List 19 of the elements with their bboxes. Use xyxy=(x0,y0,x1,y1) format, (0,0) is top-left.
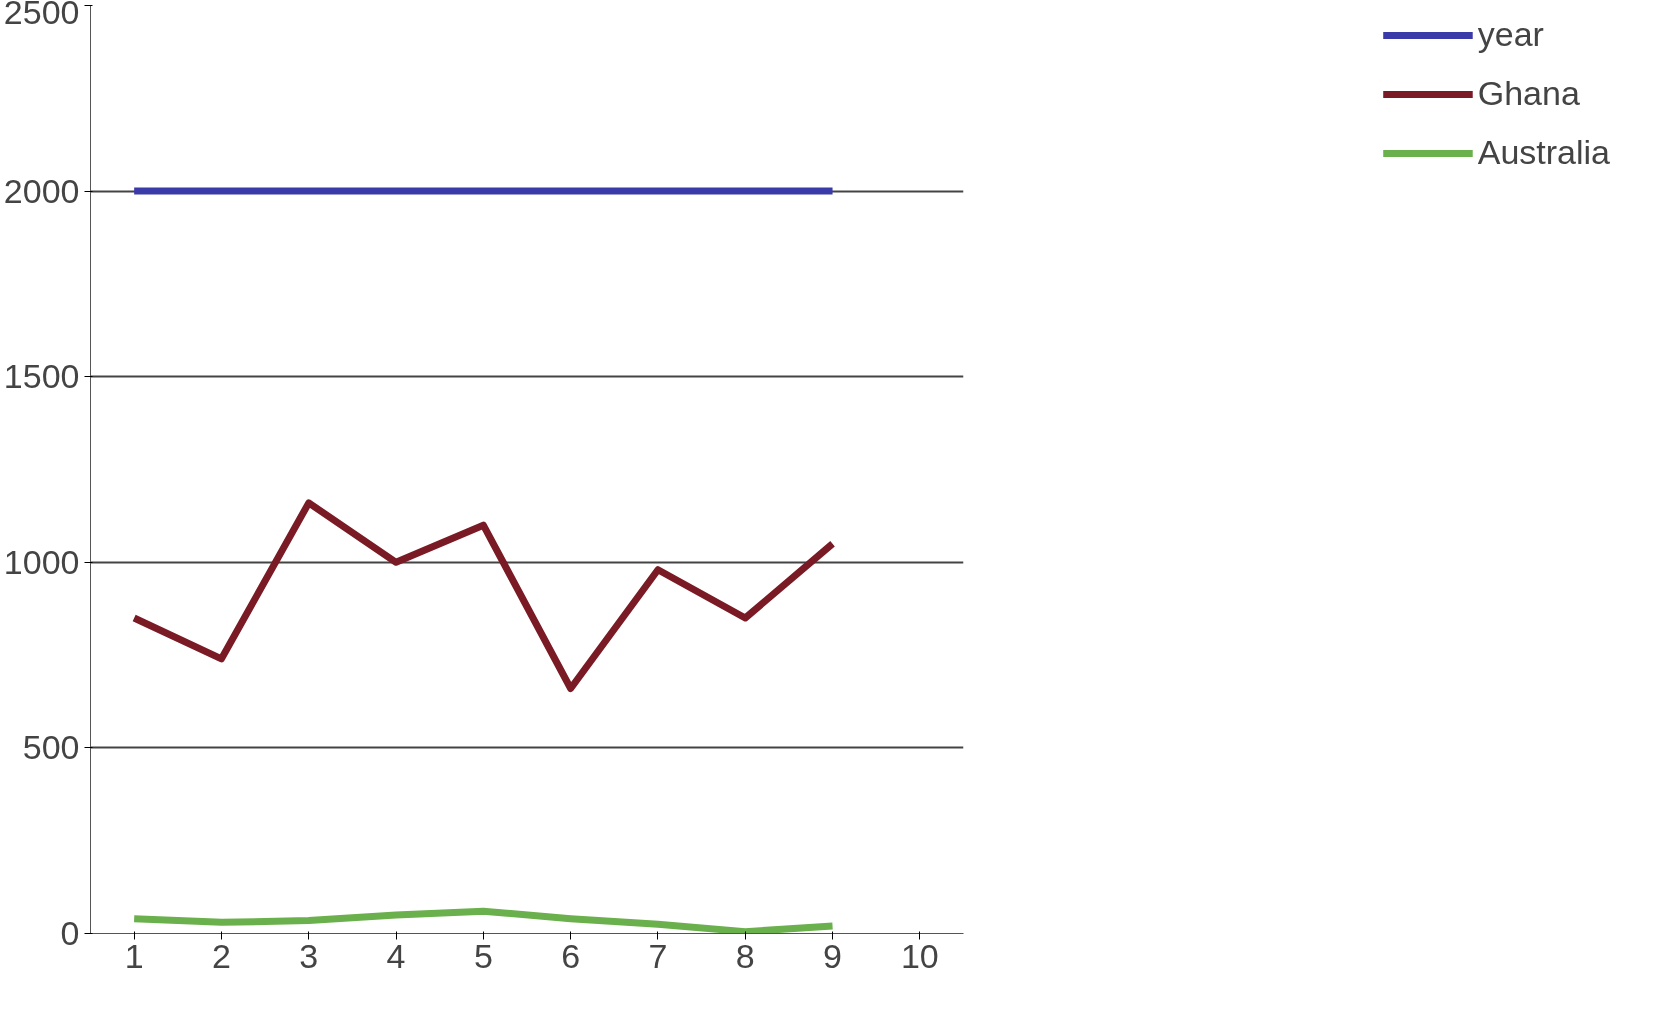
y-tick-label: 1500 xyxy=(3,357,80,396)
x-tick-label: 4 xyxy=(386,936,406,975)
x-tick-label: 6 xyxy=(561,936,581,975)
legend-label: Australia xyxy=(1477,133,1610,172)
y-tick-label: 0 xyxy=(60,914,80,952)
legend-label: Ghana xyxy=(1477,74,1580,113)
y-tick-label: 500 xyxy=(22,728,80,767)
legend-label: year xyxy=(1477,15,1544,54)
x-tick-label: 1 xyxy=(124,936,144,975)
x-tick-label: 5 xyxy=(473,936,493,975)
y-tick-label: 2000 xyxy=(3,171,80,210)
x-tick-label: 7 xyxy=(648,936,668,975)
y-tick-label: 1000 xyxy=(3,542,80,581)
x-tick-label: 2 xyxy=(212,936,231,975)
x-tick-label: 10 xyxy=(900,936,939,975)
x-tick-label: 9 xyxy=(823,936,843,975)
y-tick-label: 2500 xyxy=(3,0,80,31)
x-tick-label: 8 xyxy=(735,936,755,975)
x-tick-label: 3 xyxy=(299,936,319,975)
